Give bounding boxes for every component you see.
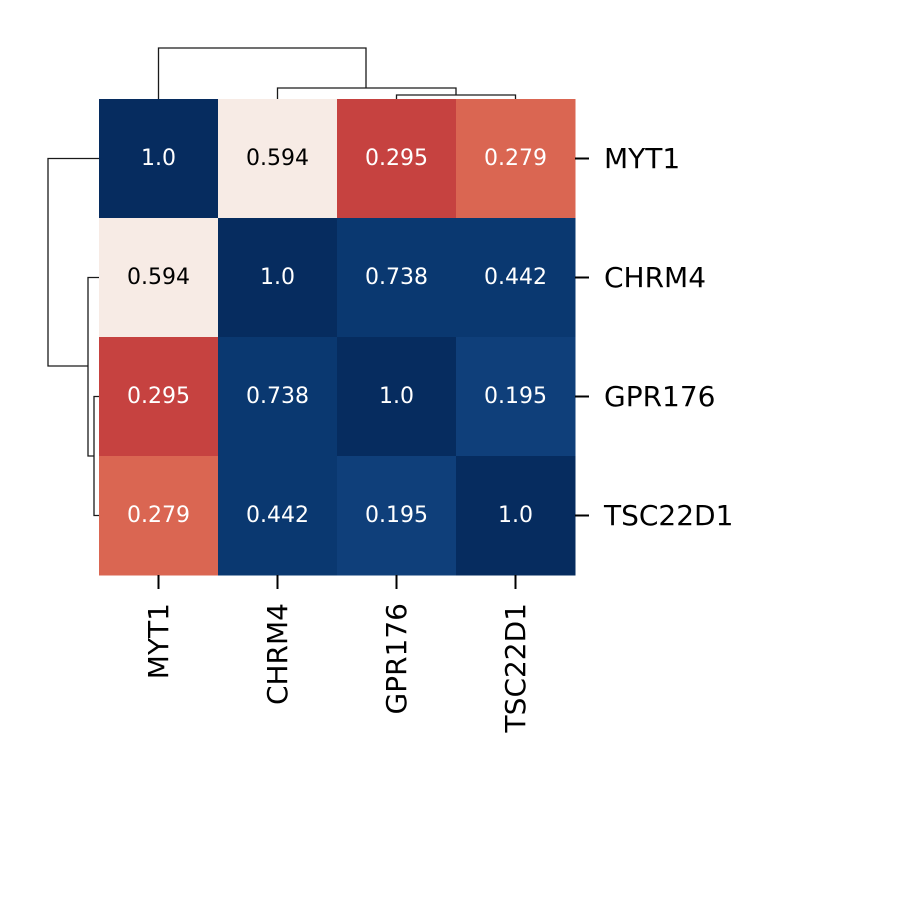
column-dendrogram-link xyxy=(276,87,457,99)
row-tick-label: GPR176 xyxy=(604,380,715,413)
heatmap-cell-tsc22d1-chrm4 xyxy=(218,456,338,576)
row-tick-label: MYT1 xyxy=(604,142,680,175)
heatmap-cell-tsc22d1-myt1 xyxy=(99,456,219,576)
cell-value-label: 0.738 xyxy=(246,384,309,409)
heatmap-cell-chrm4-gpr176 xyxy=(337,218,457,338)
heatmap-cell-myt1-tsc22d1 xyxy=(456,99,576,219)
cell-value-label: 0.295 xyxy=(365,146,428,171)
cell-value-label: 0.195 xyxy=(365,503,428,528)
cell-value-label: 0.442 xyxy=(246,503,309,528)
cell-value-label: 0.279 xyxy=(127,503,190,528)
heatmap-cell-tsc22d1-tsc22d1 xyxy=(456,456,576,576)
column-tick-label: MYT1 xyxy=(142,603,175,679)
heatmap-cell-gpr176-tsc22d1 xyxy=(456,337,576,457)
heatmap-grid: 1.0 0.594 0.295 0.279 0.594 1.0 0.738 0.442 0.29… xyxy=(99,99,576,576)
heatmap-cell-myt1-gpr176 xyxy=(337,99,457,219)
row-dendrogram xyxy=(47,157,99,517)
cell-value-label: 0.738 xyxy=(365,265,428,290)
row-tick-label: TSC22D1 xyxy=(603,499,733,532)
cell-value-label: 1.0 xyxy=(379,384,414,409)
cell-value-label: 1.0 xyxy=(141,146,176,171)
column-dendrogram-link xyxy=(157,47,367,99)
column-tick-label: CHRM4 xyxy=(261,603,294,705)
heatmap-cell-myt1-chrm4 xyxy=(218,99,338,219)
heatmap-cell-tsc22d1-gpr176 xyxy=(337,456,457,576)
column-axis: MYT1 CHRM4 GPR176 TSC22D1 xyxy=(142,575,532,733)
heatmap-cell-chrm4-chrm4 xyxy=(218,218,338,338)
row-axis: MYT1 CHRM4 GPR176 TSC22D1 xyxy=(575,142,733,532)
cell-value-label: 0.279 xyxy=(484,146,547,171)
cell-value-label: 0.442 xyxy=(484,265,547,290)
cell-value-label: 0.594 xyxy=(127,265,190,290)
heatmap-cell-chrm4-tsc22d1 xyxy=(456,218,576,338)
column-tick-label: TSC22D1 xyxy=(499,603,532,733)
heatmap-cell-myt1-myt1 xyxy=(99,99,219,219)
row-dendrogram-link xyxy=(47,157,99,367)
cell-value-label: 1.0 xyxy=(260,265,295,290)
heatmap-cell-gpr176-gpr176 xyxy=(337,337,457,457)
cell-value-label: 0.195 xyxy=(484,384,547,409)
cell-value-label: 0.594 xyxy=(246,146,309,171)
column-dendrogram xyxy=(157,47,517,99)
cell-value-label: 0.295 xyxy=(127,384,190,409)
row-dendrogram-link xyxy=(93,395,99,517)
row-dendrogram-link xyxy=(87,276,99,457)
cell-value-label: 1.0 xyxy=(498,503,533,528)
column-tick-label: GPR176 xyxy=(380,603,413,714)
row-tick-label: CHRM4 xyxy=(604,261,706,294)
heatmap-cell-gpr176-myt1 xyxy=(99,337,219,457)
heatmap-cell-chrm4-myt1 xyxy=(99,218,219,338)
column-dendrogram-link xyxy=(395,94,517,99)
heatmap-cell-gpr176-chrm4 xyxy=(218,337,338,457)
